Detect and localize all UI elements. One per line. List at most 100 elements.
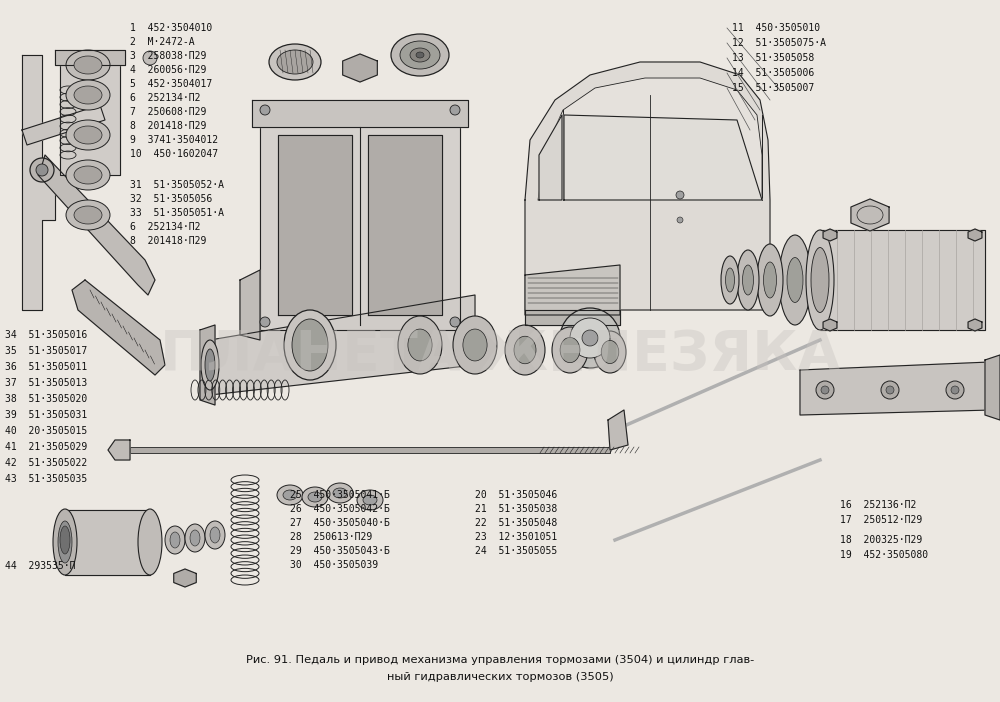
Ellipse shape — [737, 250, 759, 310]
Text: 23  12·3501051: 23 12·3501051 — [475, 532, 557, 542]
Text: 22  51·3505048: 22 51·3505048 — [475, 518, 557, 528]
Ellipse shape — [190, 530, 200, 546]
Text: 6  252134·П2: 6 252134·П2 — [130, 93, 200, 103]
Polygon shape — [210, 295, 475, 395]
Polygon shape — [55, 50, 125, 65]
Text: 31  51·3505052·А: 31 51·3505052·А — [130, 180, 224, 190]
Ellipse shape — [811, 248, 829, 312]
Ellipse shape — [416, 52, 424, 58]
Text: 19  452·3505080: 19 452·3505080 — [840, 550, 928, 560]
Polygon shape — [968, 319, 982, 331]
Text: ный гидравлических тормозов (3505): ный гидравлических тормозов (3505) — [387, 672, 613, 682]
Ellipse shape — [210, 527, 220, 543]
Text: 39  51·3505031: 39 51·3505031 — [5, 410, 87, 420]
Circle shape — [951, 386, 959, 394]
Ellipse shape — [302, 487, 328, 507]
Polygon shape — [851, 199, 889, 231]
Circle shape — [30, 158, 54, 182]
Polygon shape — [368, 135, 442, 315]
Ellipse shape — [58, 521, 72, 563]
Polygon shape — [823, 319, 837, 331]
Text: 1  452·3504010: 1 452·3504010 — [130, 23, 212, 33]
Ellipse shape — [742, 265, 754, 295]
Ellipse shape — [327, 483, 353, 503]
Polygon shape — [823, 229, 837, 241]
Text: 10  450·1602047: 10 450·1602047 — [130, 149, 218, 159]
Text: 40  20·3505015: 40 20·3505015 — [5, 426, 87, 436]
Ellipse shape — [308, 492, 322, 502]
Polygon shape — [252, 100, 468, 127]
Circle shape — [36, 164, 48, 176]
Polygon shape — [38, 155, 155, 295]
Ellipse shape — [757, 244, 783, 316]
Ellipse shape — [66, 120, 110, 150]
Text: 11  450·3505010: 11 450·3505010 — [732, 23, 820, 33]
Circle shape — [816, 381, 834, 399]
Text: 43  51·3505035: 43 51·3505035 — [5, 474, 87, 484]
Text: 41  21·3505029: 41 21·3505029 — [5, 442, 87, 452]
Circle shape — [677, 217, 683, 223]
Ellipse shape — [391, 34, 449, 76]
Ellipse shape — [165, 526, 185, 554]
Polygon shape — [260, 105, 460, 330]
Text: 38  51·3505020: 38 51·3505020 — [5, 394, 87, 404]
Ellipse shape — [185, 524, 205, 552]
Circle shape — [560, 308, 620, 368]
Text: 12  51·3505075·А: 12 51·3505075·А — [732, 38, 826, 48]
Ellipse shape — [205, 521, 225, 549]
Ellipse shape — [201, 340, 219, 390]
Text: 24  51·3505055: 24 51·3505055 — [475, 546, 557, 556]
Polygon shape — [985, 355, 1000, 420]
Ellipse shape — [283, 490, 297, 500]
Text: 42  51·3505022: 42 51·3505022 — [5, 458, 87, 468]
Polygon shape — [278, 135, 352, 315]
Text: 18  200325·П29: 18 200325·П29 — [840, 535, 922, 545]
Polygon shape — [525, 310, 620, 325]
Text: 9  3741·3504012: 9 3741·3504012 — [130, 135, 218, 145]
Text: 13  51·3505058: 13 51·3505058 — [732, 53, 814, 63]
Ellipse shape — [552, 327, 588, 373]
Polygon shape — [22, 55, 55, 310]
Ellipse shape — [277, 485, 303, 505]
Circle shape — [946, 381, 964, 399]
Ellipse shape — [269, 44, 321, 80]
Ellipse shape — [277, 50, 313, 74]
Text: Рис. 91. Педаль и привод механизма управления тормозами (3504) и цилиндр глав-: Рис. 91. Педаль и привод механизма управ… — [246, 655, 754, 665]
Polygon shape — [539, 115, 562, 200]
Circle shape — [260, 105, 270, 115]
Ellipse shape — [726, 268, 734, 292]
Polygon shape — [200, 325, 215, 405]
Text: 20  51·3505046: 20 51·3505046 — [475, 490, 557, 500]
Polygon shape — [525, 62, 770, 310]
Text: 6  252134·П2: 6 252134·П2 — [130, 222, 200, 232]
Polygon shape — [538, 78, 762, 200]
Text: 5  452·3504017: 5 452·3504017 — [130, 79, 212, 89]
Ellipse shape — [66, 50, 110, 80]
Polygon shape — [65, 510, 150, 575]
Circle shape — [570, 318, 610, 358]
Circle shape — [886, 386, 894, 394]
Circle shape — [676, 191, 684, 199]
Text: 36  51·3505011: 36 51·3505011 — [5, 362, 87, 372]
Ellipse shape — [779, 235, 811, 325]
Text: 4  260056·П29: 4 260056·П29 — [130, 65, 206, 75]
Ellipse shape — [453, 316, 497, 374]
Text: 3  258038·П29: 3 258038·П29 — [130, 51, 206, 61]
Text: 25  450·3505041·Б: 25 450·3505041·Б — [290, 490, 390, 500]
Text: 8  201418·П29: 8 201418·П29 — [130, 121, 206, 131]
Circle shape — [450, 105, 460, 115]
Ellipse shape — [594, 331, 626, 373]
Ellipse shape — [284, 310, 336, 380]
Text: 8  201418·П29: 8 201418·П29 — [130, 236, 206, 246]
Circle shape — [821, 386, 829, 394]
Circle shape — [260, 317, 270, 327]
Text: ПЛАНЕТА ЖЕЛЕЗЯКА: ПЛАНЕТА ЖЕЛЕЗЯКА — [160, 328, 840, 382]
Text: 15  51·3505007: 15 51·3505007 — [732, 83, 814, 93]
Circle shape — [881, 381, 899, 399]
Text: 26  450·3505042·Б: 26 450·3505042·Б — [290, 504, 390, 514]
Ellipse shape — [505, 325, 545, 375]
Ellipse shape — [74, 86, 102, 104]
Polygon shape — [608, 410, 628, 450]
Ellipse shape — [205, 349, 215, 381]
Ellipse shape — [410, 48, 430, 62]
